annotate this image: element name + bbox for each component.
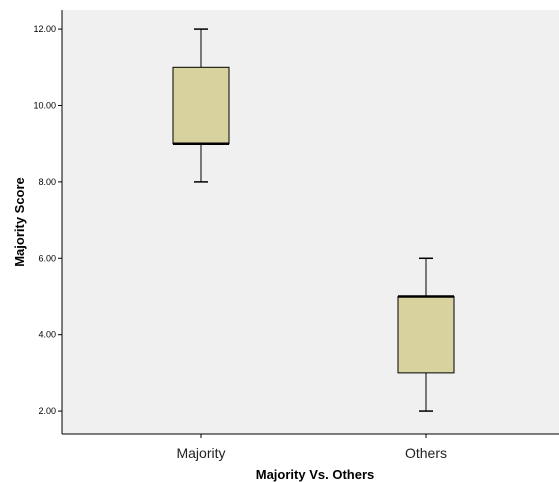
x-axis-title: Majority Vs. Others xyxy=(256,467,374,482)
box-others xyxy=(397,257,455,412)
iqr-box xyxy=(172,66,230,145)
x-tick-label: Others xyxy=(405,445,447,461)
y-tick-label: 4.00 xyxy=(38,330,56,340)
iqr-box xyxy=(397,295,455,374)
y-axis-title: Majority Score xyxy=(12,177,27,267)
y-axis-ticks: 2.00 4.00 6.00 8.00 10.00 12.00 xyxy=(33,24,62,416)
x-tick-label: Majority xyxy=(176,445,225,461)
y-tick-label: 8.00 xyxy=(38,177,56,187)
y-tick-label: 10.00 xyxy=(33,100,56,110)
y-tick-label: 2.00 xyxy=(38,406,56,416)
box-majority xyxy=(172,28,230,183)
x-axis-ticks: Majority Others xyxy=(176,434,447,461)
y-tick-label: 12.00 xyxy=(33,24,56,34)
y-tick-label: 6.00 xyxy=(38,253,56,263)
box-series xyxy=(172,28,455,412)
plot-area xyxy=(62,10,559,434)
